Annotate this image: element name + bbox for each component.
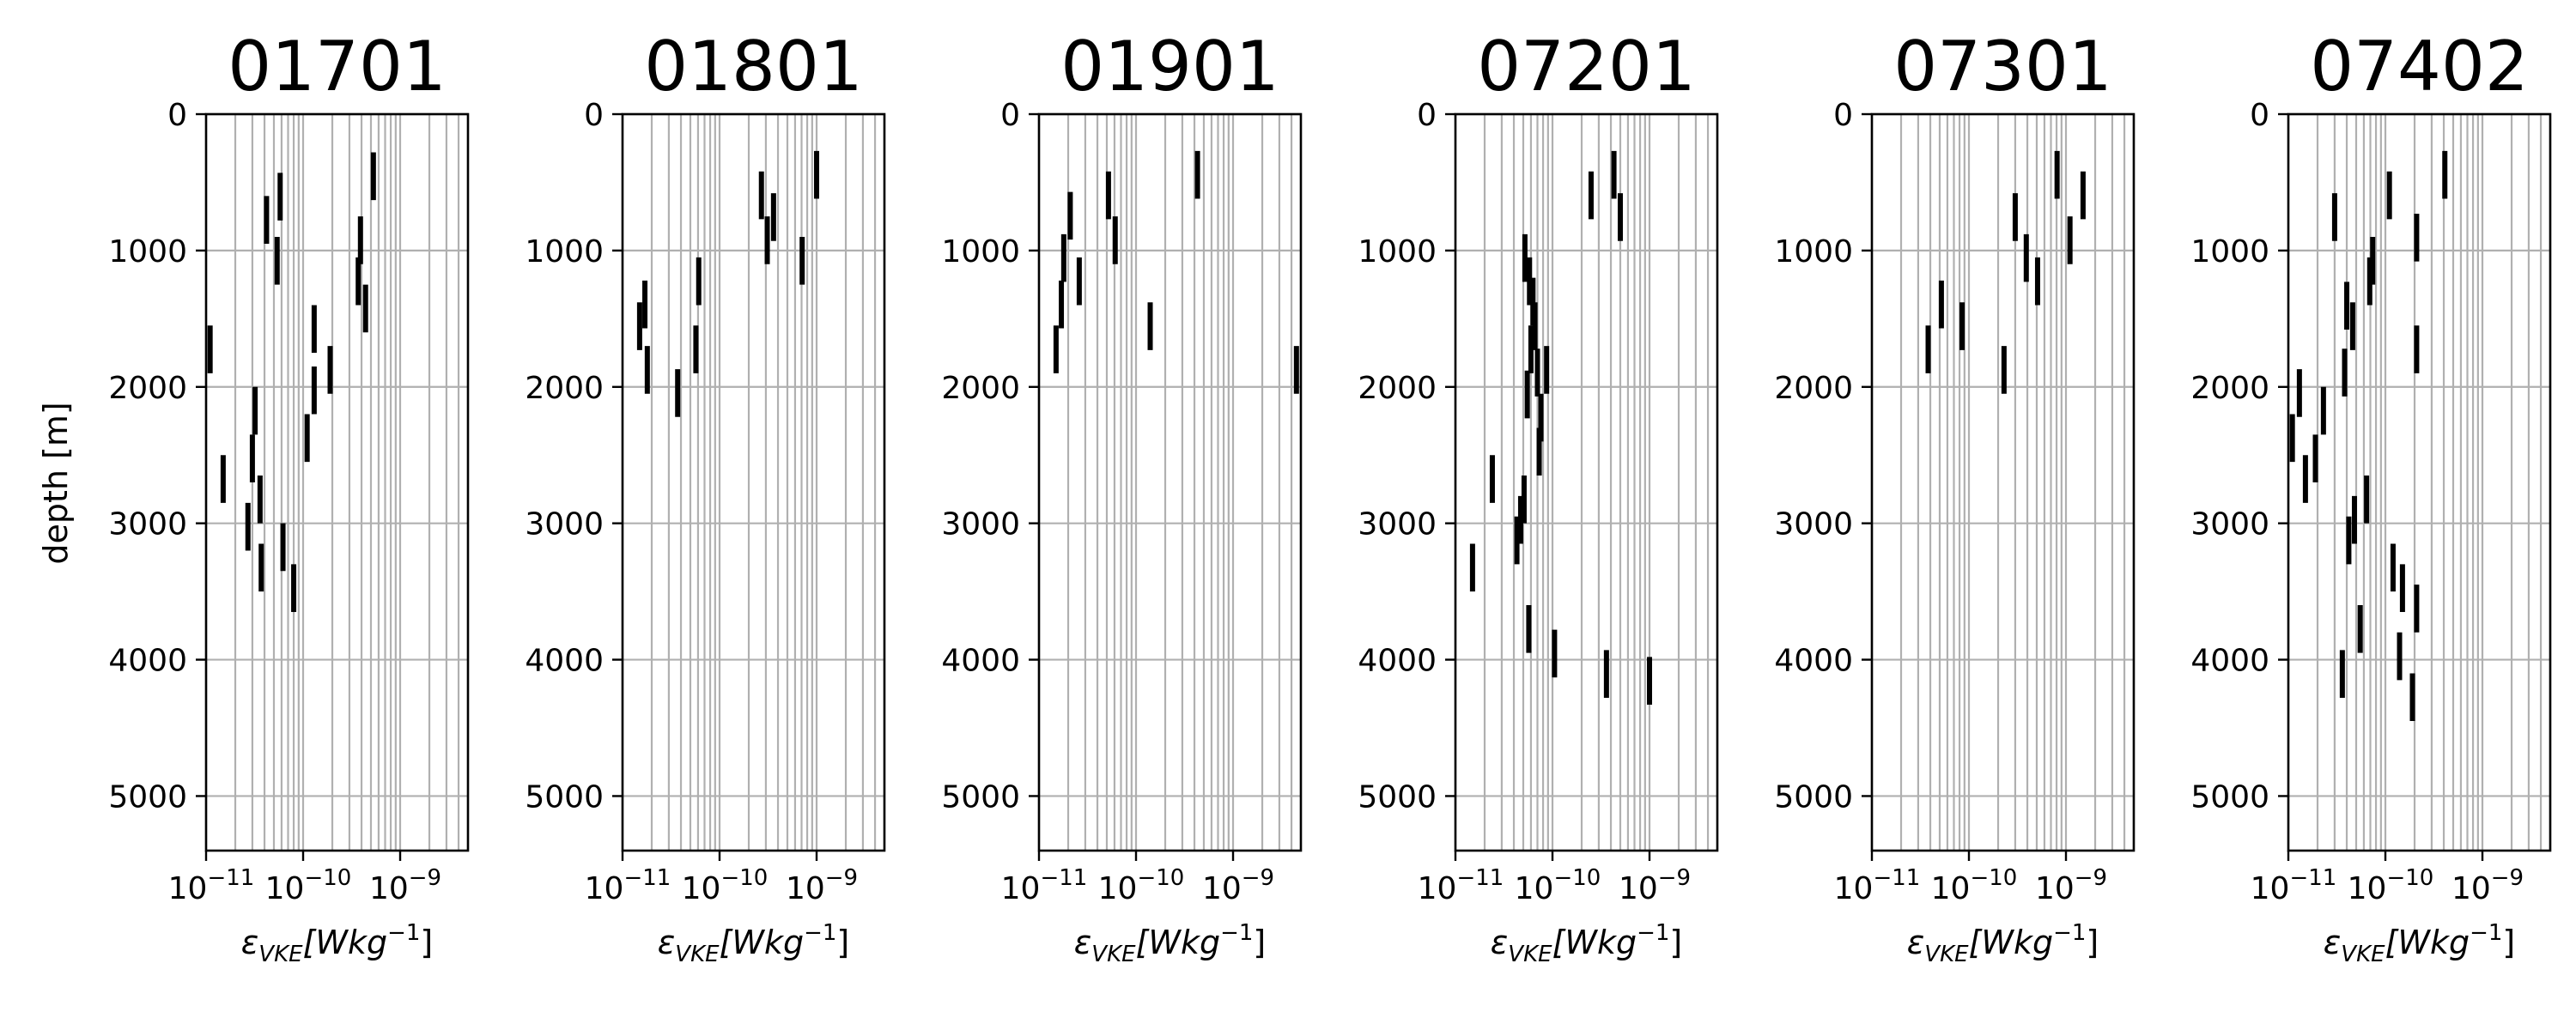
x-tick-label: 10−9 bbox=[369, 865, 441, 906]
panel-title: 07402 bbox=[2310, 27, 2529, 106]
x-axis-label: εVKE[Wkg−1] bbox=[658, 920, 850, 967]
y-tick-label: 1000 bbox=[1358, 234, 1437, 270]
x-tick-label: 10−9 bbox=[2451, 865, 2524, 906]
y-tick-label: 5000 bbox=[1358, 779, 1437, 815]
y-tick-label: 1000 bbox=[941, 234, 1020, 270]
x-tick-label: 10−11 bbox=[1834, 865, 1921, 906]
axes-frame bbox=[1037, 112, 1303, 852]
y-tick-label: 5000 bbox=[525, 779, 604, 815]
panel-2: 0 1000 2000 3000 4000 5000 10−11 10−10 10−9 01801… bbox=[525, 27, 886, 967]
x-tick-label: 10−9 bbox=[1619, 865, 1691, 906]
y-tick-label: 3000 bbox=[1358, 507, 1437, 542]
y-tick-label: 5000 bbox=[2190, 779, 2269, 815]
y-tick-label: 2000 bbox=[941, 371, 1020, 406]
panel-3: 0 1000 2000 3000 4000 5000 10−11 10−10 10−9 01901… bbox=[941, 27, 1303, 967]
x-tick-label: 10−10 bbox=[1515, 865, 1601, 906]
y-tick-label: 0 bbox=[584, 98, 604, 133]
y-tick-label: 4000 bbox=[941, 644, 1020, 679]
panel-title: 01701 bbox=[228, 27, 447, 106]
y-tick-label: 0 bbox=[2250, 98, 2269, 133]
y-tick-label: 1000 bbox=[2190, 234, 2269, 270]
y-tick-label: 0 bbox=[167, 98, 187, 133]
y-tick-label: 4000 bbox=[108, 644, 187, 679]
x-tick-label: 10−11 bbox=[2251, 865, 2337, 906]
x-axis-label: εVKE[Wkg−1] bbox=[1491, 920, 1683, 967]
y-tick-label: 4000 bbox=[525, 644, 604, 679]
y-tick-label: 5000 bbox=[1774, 779, 1853, 815]
y-tick-label: 2000 bbox=[1774, 371, 1853, 406]
panel-1: 0 1000 2000 3000 4000 5000 10−11 10−10 10−9 01701… bbox=[37, 27, 470, 967]
axes-frame bbox=[204, 112, 470, 852]
x-tick-label: 10−9 bbox=[1202, 865, 1274, 906]
y-tick-label: 4000 bbox=[1774, 644, 1853, 679]
y-tick-label: 4000 bbox=[1358, 644, 1437, 679]
x-tick-label: 10−9 bbox=[2035, 865, 2107, 906]
axes-frame bbox=[621, 112, 886, 852]
panel-title: 01901 bbox=[1060, 27, 1279, 106]
x-axis-label: εVKE[Wkg−1] bbox=[2324, 920, 2516, 967]
y-tick-label: 0 bbox=[1833, 98, 1853, 133]
y-tick-label: 3000 bbox=[941, 507, 1020, 542]
y-tick-label: 3000 bbox=[525, 507, 604, 542]
y-tick-label: 2000 bbox=[525, 371, 604, 406]
y-tick-label: 1000 bbox=[1774, 234, 1853, 270]
axes-frame bbox=[2287, 112, 2552, 852]
y-tick-label: 4000 bbox=[2190, 644, 2269, 679]
x-tick-label: 10−11 bbox=[1418, 865, 1504, 906]
y-axis-label: depth [m] bbox=[37, 402, 75, 564]
y-tick-label: 2000 bbox=[1358, 371, 1437, 406]
x-tick-label: 10−11 bbox=[1001, 865, 1088, 906]
y-tick-label: 2000 bbox=[2190, 371, 2269, 406]
panel-4: 0 1000 2000 3000 4000 5000 10−11 10−10 10−9 07201… bbox=[1358, 27, 1719, 967]
x-axis-label: εVKE[Wkg−1] bbox=[1074, 920, 1267, 967]
y-tick-label: 3000 bbox=[2190, 507, 2269, 542]
x-tick-label: 10−10 bbox=[265, 865, 352, 906]
panel-title: 07201 bbox=[1477, 27, 1696, 106]
y-tick-label: 1000 bbox=[108, 234, 187, 270]
x-axis-label: εVKE[Wkg−1] bbox=[1907, 920, 2099, 967]
y-tick-label: 1000 bbox=[525, 234, 604, 270]
y-tick-label: 3000 bbox=[1774, 507, 1853, 542]
x-tick-label: 10−10 bbox=[2348, 865, 2434, 906]
axes-frame bbox=[1454, 112, 1719, 852]
x-tick-label: 10−11 bbox=[168, 865, 255, 906]
panel-title: 07301 bbox=[1893, 27, 2112, 106]
x-tick-label: 10−10 bbox=[1098, 865, 1185, 906]
x-axis-label: εVKE[Wkg−1] bbox=[241, 920, 434, 967]
axes-frame bbox=[1870, 112, 2136, 852]
y-tick-label: 3000 bbox=[108, 507, 187, 542]
x-tick-label: 10−10 bbox=[1931, 865, 2018, 906]
y-tick-label: 5000 bbox=[108, 779, 187, 815]
y-tick-label: 0 bbox=[1000, 98, 1020, 133]
x-tick-label: 10−10 bbox=[682, 865, 769, 906]
y-tick-label: 2000 bbox=[108, 371, 187, 406]
panel-6: 0 1000 2000 3000 4000 5000 10−11 10−10 10−9 07402… bbox=[2190, 27, 2552, 967]
x-tick-label: 10−9 bbox=[786, 865, 858, 906]
y-tick-label: 0 bbox=[1417, 98, 1437, 133]
y-tick-label: 5000 bbox=[941, 779, 1020, 815]
panel-5: 0 1000 2000 3000 4000 5000 10−11 10−10 10−9 07301… bbox=[1774, 27, 2136, 967]
panel-title: 01801 bbox=[644, 27, 863, 106]
x-tick-label: 10−11 bbox=[585, 865, 671, 906]
